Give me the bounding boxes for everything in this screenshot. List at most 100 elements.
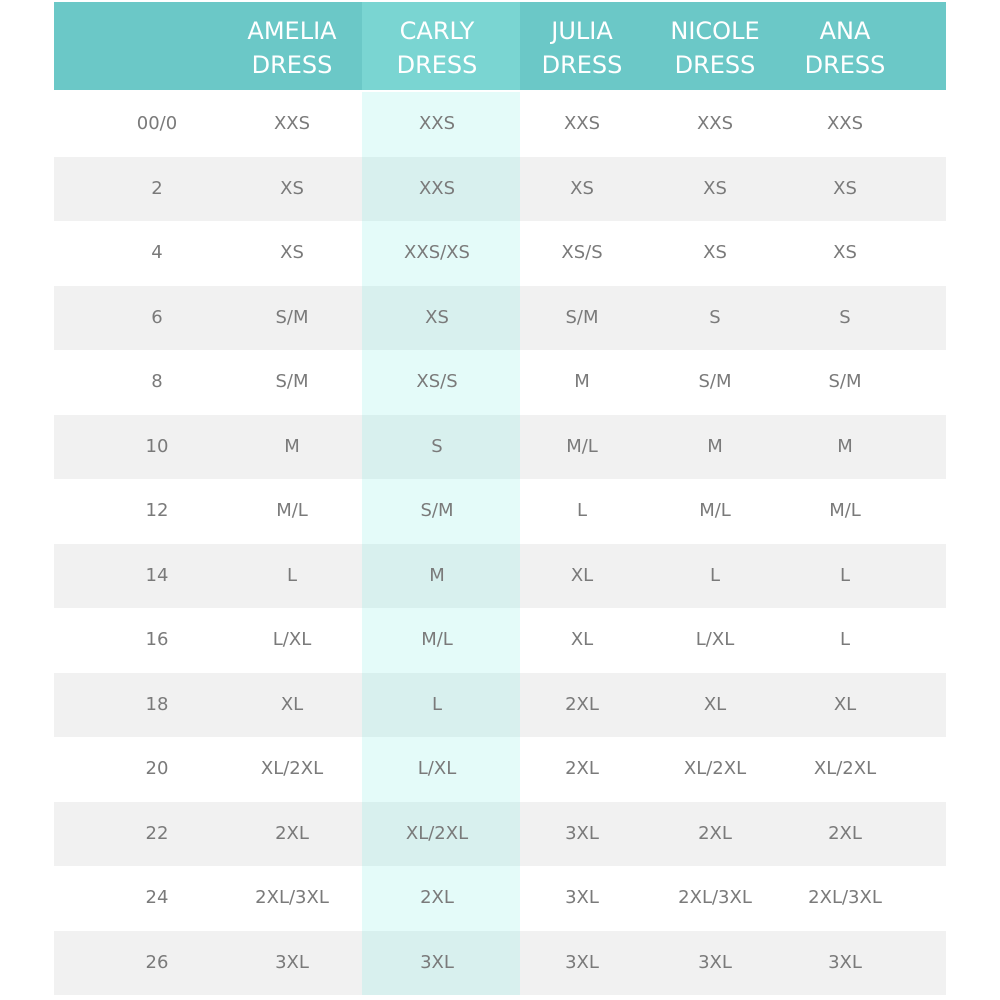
fit-cell: XS bbox=[425, 306, 449, 328]
fit-cell: L bbox=[839, 564, 851, 586]
fit-cell: XL bbox=[570, 629, 594, 651]
fit-cell: M bbox=[284, 435, 300, 457]
highlight-cell bbox=[362, 350, 520, 415]
fit-cell: M bbox=[837, 435, 853, 457]
fit-cell: 2XL bbox=[828, 822, 862, 844]
highlight-cell bbox=[362, 672, 520, 737]
size-cell: 00/0 bbox=[136, 113, 178, 135]
fit-cell: XL/2XL bbox=[683, 758, 747, 780]
highlight-cell bbox=[362, 285, 520, 350]
size-cell: 10 bbox=[145, 435, 169, 457]
fit-cell: 3XL bbox=[420, 951, 454, 973]
highlight-cell bbox=[362, 930, 520, 995]
fit-cell: M/L bbox=[829, 500, 861, 522]
size-cell: 18 bbox=[145, 693, 169, 715]
fit-cell: XXS bbox=[273, 113, 311, 135]
fit-cell: XXS bbox=[418, 113, 456, 135]
fit-cell: 2XL bbox=[275, 822, 309, 844]
column-header: ANA DRESS bbox=[804, 17, 886, 79]
fit-cell: M/L bbox=[566, 435, 598, 457]
fit-cell: XL bbox=[280, 693, 304, 715]
fit-cell: 2XL/3XL bbox=[808, 887, 882, 909]
fit-cell: XS bbox=[570, 177, 594, 199]
fit-cell: XXS bbox=[418, 177, 456, 199]
fit-cell: S/M bbox=[698, 371, 732, 393]
size-cell: 16 bbox=[145, 629, 169, 651]
size-cell: 6 bbox=[151, 306, 163, 328]
size-cell: 2 bbox=[151, 177, 163, 199]
highlight-cell bbox=[362, 156, 520, 221]
fit-cell: M bbox=[429, 564, 445, 586]
fit-cell: S/M bbox=[275, 306, 309, 328]
fit-cell: S/M bbox=[420, 500, 454, 522]
fit-cell: M bbox=[707, 435, 723, 457]
fit-cell: XS/S bbox=[561, 242, 603, 264]
highlight-cell bbox=[362, 92, 520, 157]
highlight-cell bbox=[362, 414, 520, 479]
fit-cell: M bbox=[574, 371, 590, 393]
fit-cell: L bbox=[576, 500, 588, 522]
fit-cell: L bbox=[431, 693, 443, 715]
fit-cell: 3XL bbox=[698, 951, 732, 973]
fit-cell: S/M bbox=[275, 371, 309, 393]
fit-cell: XS bbox=[703, 242, 727, 264]
column-header: NICOLE DRESS bbox=[670, 17, 760, 79]
fit-cell: XS bbox=[703, 177, 727, 199]
fit-cell: L bbox=[839, 629, 851, 651]
fit-cell: S bbox=[431, 435, 443, 457]
fit-cell: XL/2XL bbox=[260, 758, 324, 780]
size-cell: 12 bbox=[145, 500, 169, 522]
fit-cell: L bbox=[286, 564, 298, 586]
highlight-cell bbox=[362, 737, 520, 802]
highlight-header bbox=[362, 2, 520, 90]
fit-cell: XS bbox=[833, 177, 857, 199]
fit-cell: S/M bbox=[828, 371, 862, 393]
fit-cell: L/XL bbox=[417, 758, 457, 780]
fit-cell: S bbox=[839, 306, 851, 328]
size-cell: 20 bbox=[145, 758, 169, 780]
fit-cell: 2XL bbox=[565, 693, 599, 715]
column-header: JULIA DRESS bbox=[541, 17, 623, 79]
size-cell: 4 bbox=[151, 242, 163, 264]
fit-cell: XXS bbox=[826, 113, 864, 135]
size-cell: 24 bbox=[145, 887, 169, 909]
fit-cell: XXS bbox=[696, 113, 734, 135]
fit-cell: M/L bbox=[276, 500, 308, 522]
highlight-cell bbox=[362, 801, 520, 866]
fit-cell: XL bbox=[570, 564, 594, 586]
fit-cell: XL/2XL bbox=[405, 822, 469, 844]
fit-cell: 2XL/3XL bbox=[255, 887, 329, 909]
size-cell: 14 bbox=[145, 564, 169, 586]
size-cell: 8 bbox=[151, 371, 163, 393]
fit-cell: XXS/XS bbox=[404, 242, 470, 264]
fit-cell: XS bbox=[280, 177, 304, 199]
fit-cell: 2XL bbox=[698, 822, 732, 844]
column-header: CARLY DRESS bbox=[396, 17, 478, 79]
fit-cell: M/L bbox=[699, 500, 731, 522]
fit-cell: XS/S bbox=[416, 371, 458, 393]
fit-cell: 3XL bbox=[565, 887, 599, 909]
fit-cell: 3XL bbox=[565, 951, 599, 973]
fit-cell: XL bbox=[703, 693, 727, 715]
highlight-cell bbox=[362, 479, 520, 544]
fit-cell: 3XL bbox=[828, 951, 862, 973]
fit-cell: XL/2XL bbox=[813, 758, 877, 780]
fit-cell: L bbox=[709, 564, 721, 586]
fit-cell: XXS bbox=[563, 113, 601, 135]
fit-cell: 3XL bbox=[565, 822, 599, 844]
highlight-cell bbox=[362, 221, 520, 286]
fit-cell: XS bbox=[833, 242, 857, 264]
fit-cell: L/XL bbox=[695, 629, 735, 651]
fit-cell: L/XL bbox=[272, 629, 312, 651]
fit-cell: S/M bbox=[565, 306, 599, 328]
size-cell: 22 bbox=[145, 822, 169, 844]
fit-cell: 3XL bbox=[275, 951, 309, 973]
fit-cell: XS bbox=[280, 242, 304, 264]
fit-cell: 2XL bbox=[420, 887, 454, 909]
highlight-cell bbox=[362, 543, 520, 608]
fit-cell: 2XL/3XL bbox=[678, 887, 752, 909]
fit-cell: XL bbox=[833, 693, 857, 715]
column-header: AMELIA DRESS bbox=[247, 17, 337, 79]
fit-cell: 2XL bbox=[565, 758, 599, 780]
